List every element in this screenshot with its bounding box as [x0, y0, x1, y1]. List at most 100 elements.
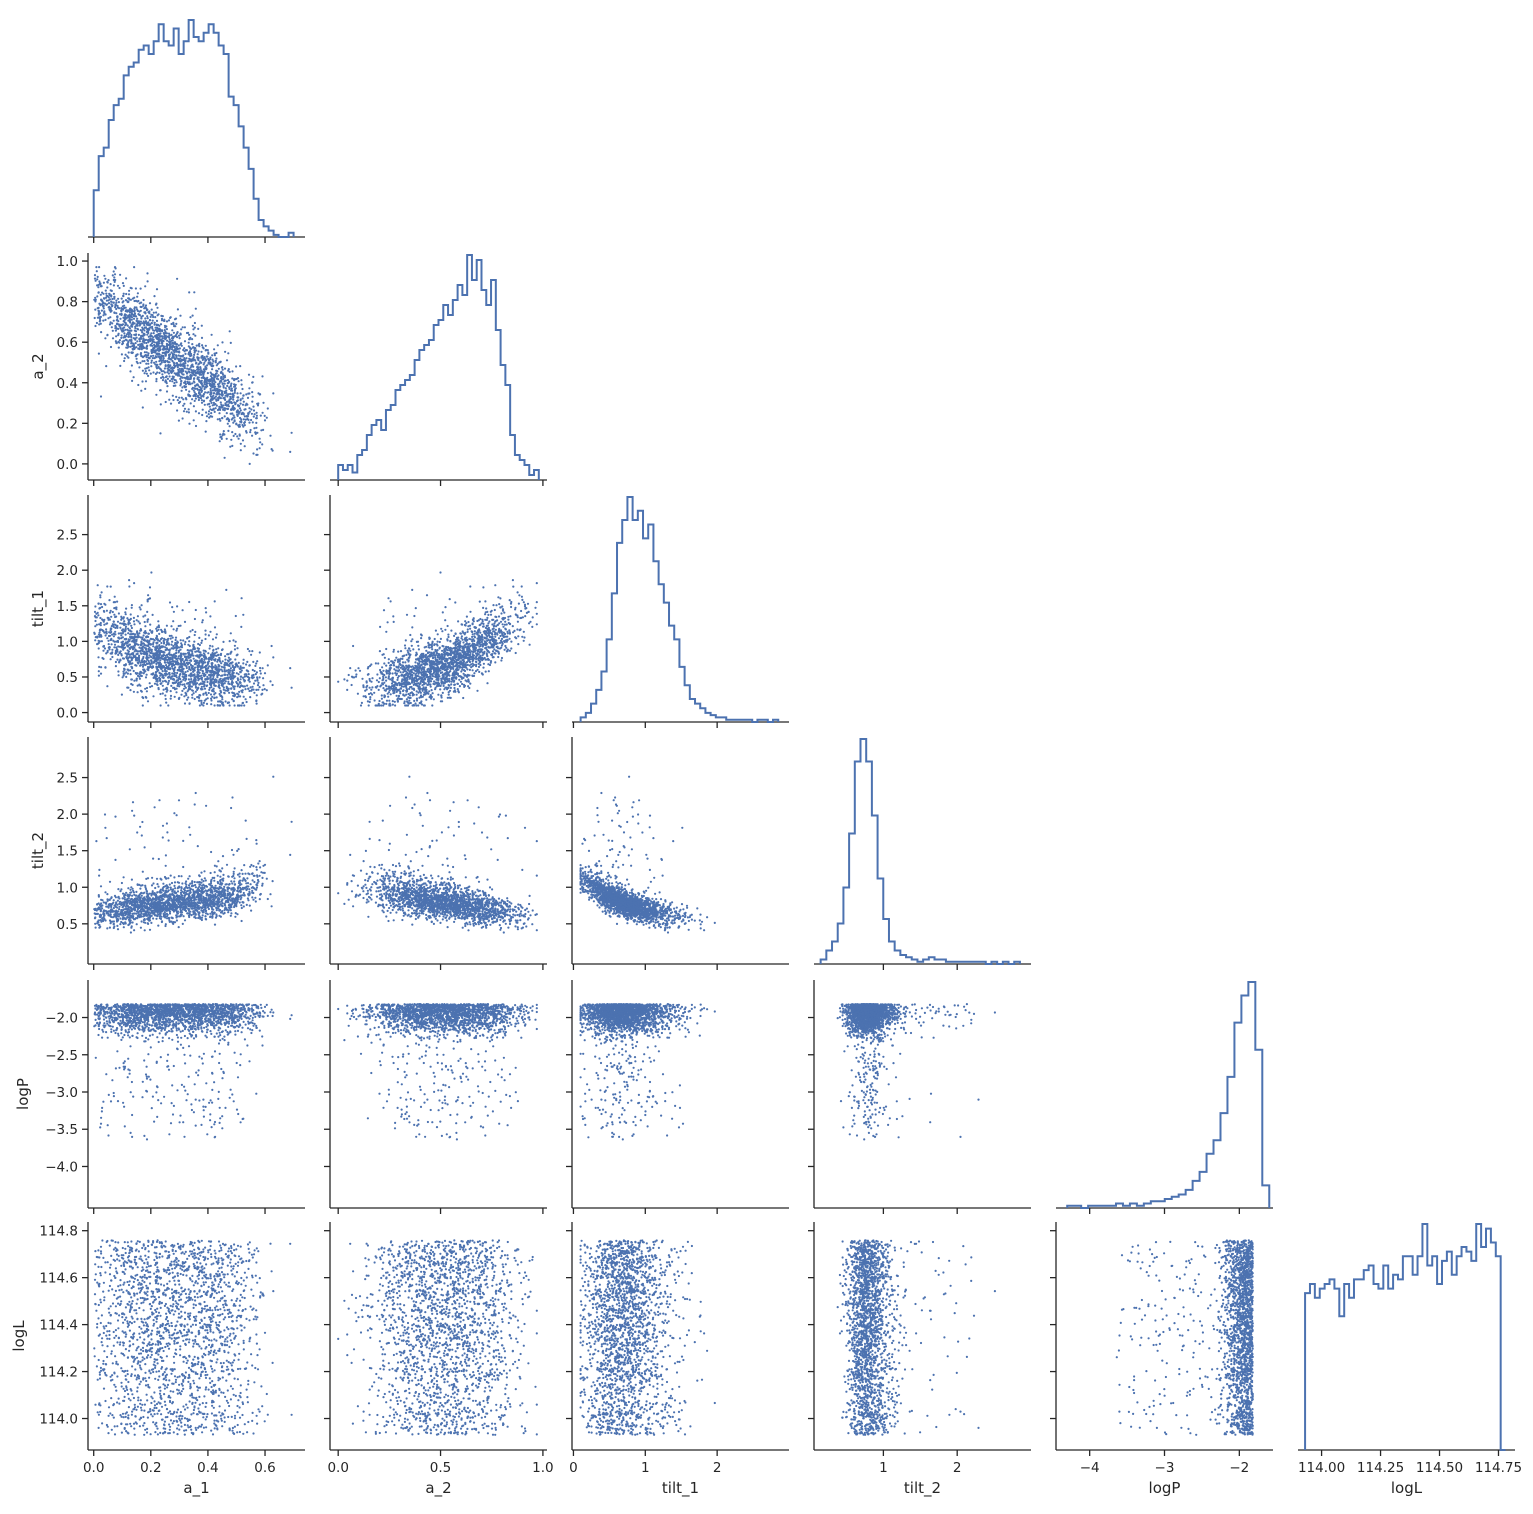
scatter-point [214, 411, 216, 413]
scatter-point [212, 638, 214, 640]
y-tick-label: 1.5 [57, 599, 78, 615]
scatter-point [191, 338, 193, 340]
scatter-point [199, 700, 201, 702]
scatter-point [113, 293, 115, 295]
scatter-point [98, 632, 100, 634]
scatter-point [109, 316, 111, 318]
scatter-point [251, 391, 253, 393]
scatter-point [98, 670, 100, 672]
scatter-point [220, 653, 222, 655]
scatter-point [115, 330, 117, 332]
scatter-point [219, 380, 221, 382]
scatter-point [102, 314, 104, 316]
scatter-point [222, 378, 224, 380]
scatter-point [199, 367, 201, 369]
scatter-point [219, 420, 221, 422]
scatter-point [180, 371, 182, 373]
scatter-point [188, 334, 190, 336]
scatter-point [229, 425, 231, 427]
scatter-point [193, 389, 195, 391]
scatter-point [212, 389, 214, 391]
scatter-point [137, 310, 139, 312]
scatter-point [233, 414, 235, 416]
scatter-point [203, 362, 205, 364]
scatter-point [166, 647, 168, 649]
scatter-point [262, 412, 264, 414]
scatter-point [194, 327, 196, 329]
scatter-point [225, 589, 227, 591]
scatter-point [135, 287, 137, 289]
scatter-point [192, 333, 194, 335]
scatter-point [145, 697, 147, 699]
scatter-point [179, 401, 181, 403]
scatter-point [114, 281, 116, 283]
scatter-point [191, 697, 193, 699]
scatter-point [194, 400, 196, 402]
scatter-point [140, 316, 142, 318]
scatter-point [200, 374, 202, 376]
scatter-point [148, 657, 150, 659]
scatter-point [161, 373, 163, 375]
scatter-point [176, 381, 178, 383]
scatter-point [113, 635, 115, 637]
scatter-point [164, 694, 166, 696]
scatter-point [175, 630, 177, 632]
scatter-point [199, 361, 201, 363]
scatter-point [259, 441, 261, 443]
scatter-point [247, 397, 249, 399]
scatter-point [110, 639, 112, 641]
scatter-point [174, 379, 176, 381]
scatter-point [121, 334, 123, 336]
scatter-point [162, 315, 164, 317]
scatter-point [241, 597, 243, 599]
scatter-point [246, 661, 248, 663]
scatter-point [162, 355, 164, 357]
scatter-point [152, 357, 154, 359]
scatter-point [142, 341, 144, 343]
scatter-point [106, 334, 108, 336]
scatter-point [96, 624, 98, 626]
scatter-point [143, 355, 145, 357]
y-tick-label: 0.0 [57, 457, 78, 473]
scatter-point [248, 387, 250, 389]
scatter-point [194, 634, 196, 636]
scatter-point [188, 411, 190, 413]
scatter-point [125, 277, 127, 279]
scatter-point [100, 316, 102, 318]
scatter-point [174, 365, 176, 367]
y-tick-label: 1.0 [57, 634, 78, 650]
scatter-point [211, 334, 213, 336]
scatter-point [171, 380, 173, 382]
scatter-point [215, 637, 217, 639]
scatter-point [154, 345, 156, 347]
scatter-point [160, 642, 162, 644]
scatter-point [209, 400, 211, 402]
scatter-point [121, 329, 123, 331]
scatter-point [203, 702, 205, 704]
scatter-point [109, 298, 111, 300]
scatter-point [184, 326, 186, 328]
scatter-point [96, 270, 98, 272]
scatter-point [219, 406, 221, 408]
scatter-point [198, 386, 200, 388]
scatter-point [244, 408, 246, 410]
scatter-point [118, 333, 120, 335]
scatter-point [127, 301, 129, 303]
scatter-point [201, 355, 203, 357]
scatter-point [117, 670, 119, 672]
scatter-point [129, 330, 131, 332]
scatter-point [136, 619, 138, 621]
scatter-point [211, 363, 213, 365]
scatter-point [250, 686, 252, 688]
scatter-point [211, 354, 213, 356]
scatter-point [240, 379, 242, 381]
scatter-point [184, 621, 186, 623]
scatter-point [146, 359, 148, 361]
scatter-point [197, 328, 199, 330]
scatter-point [94, 278, 96, 280]
scatter-point [131, 310, 133, 312]
scatter-point [145, 304, 147, 306]
scatter-point [230, 342, 232, 344]
scatter-point [140, 653, 142, 655]
scatter-point [218, 386, 220, 388]
